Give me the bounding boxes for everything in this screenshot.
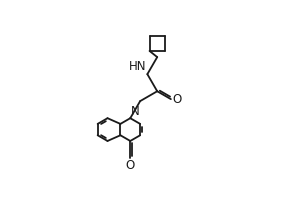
Text: O: O xyxy=(126,159,135,172)
Text: HN: HN xyxy=(129,60,146,73)
Text: O: O xyxy=(173,93,182,106)
Text: N: N xyxy=(131,105,140,118)
